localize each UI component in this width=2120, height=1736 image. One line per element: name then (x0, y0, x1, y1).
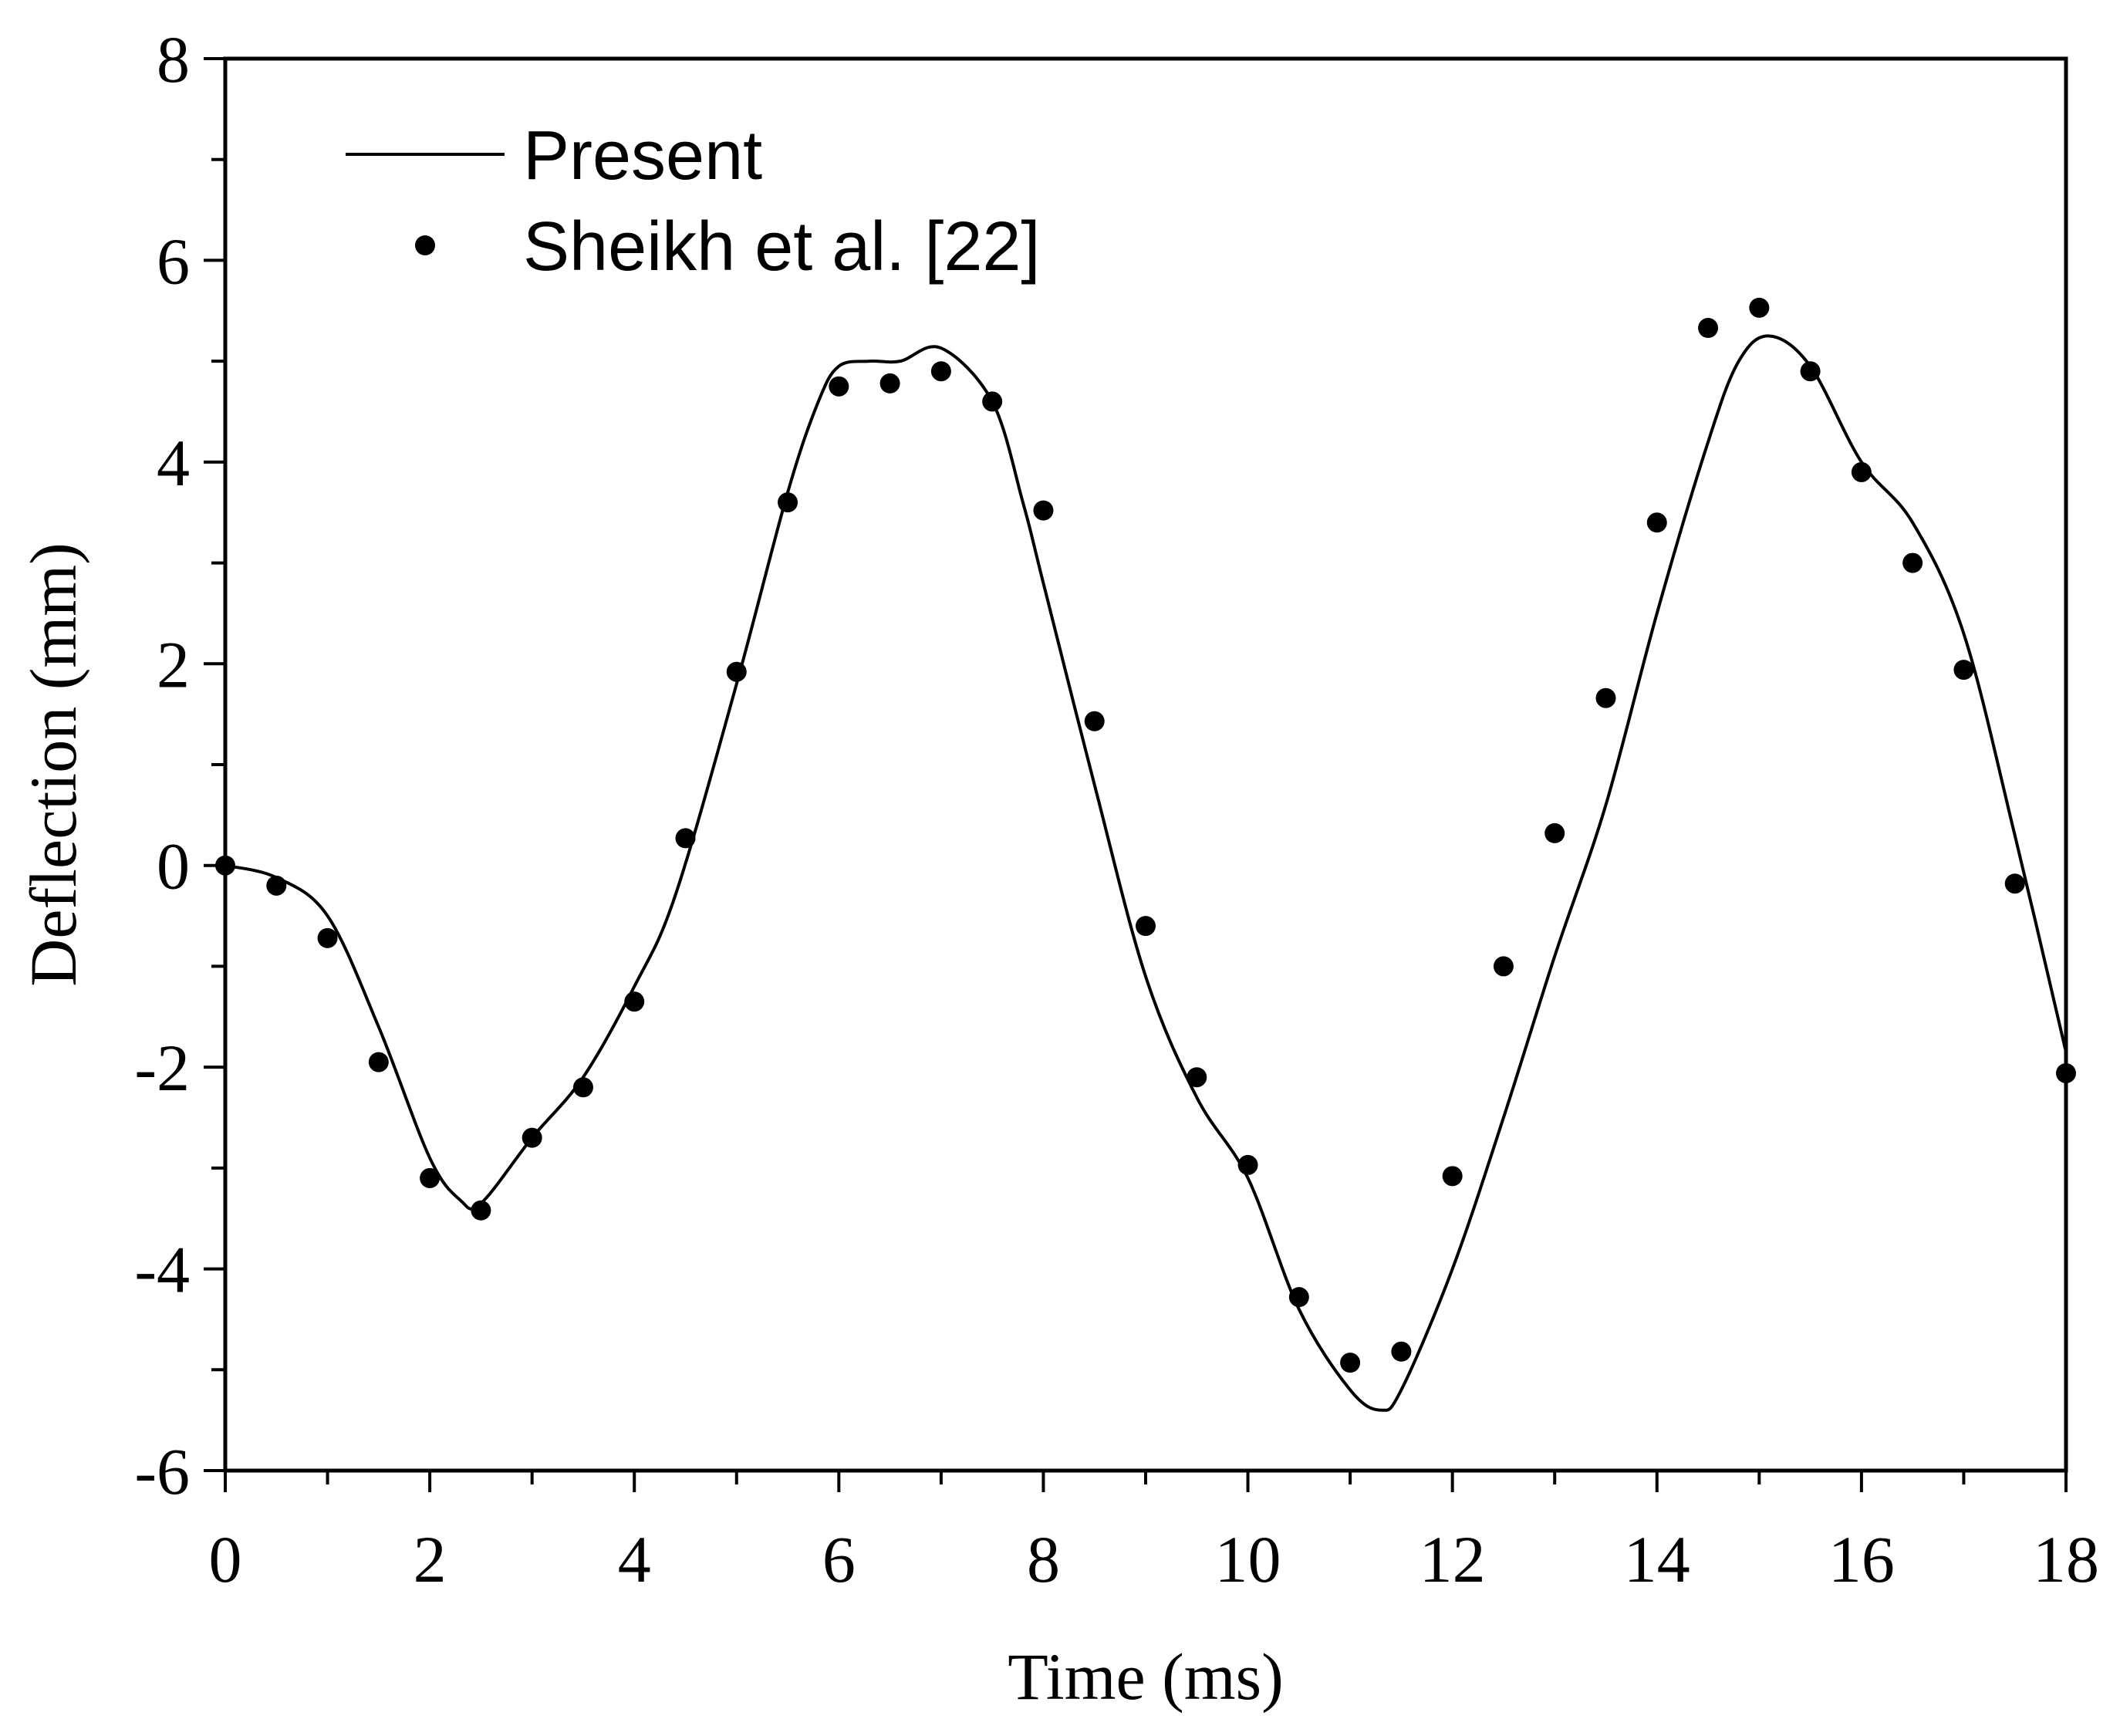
y-tick-label: 4 (157, 426, 190, 500)
data-point-sheikh (1136, 916, 1156, 937)
y-tick-label: -4 (134, 1233, 190, 1307)
series-layer (224, 334, 2068, 1412)
data-point-sheikh (624, 991, 645, 1012)
data-point-sheikh (982, 391, 1003, 412)
y-axis-ticks (204, 57, 225, 1472)
x-tick-label: 14 (1624, 1522, 1690, 1596)
data-point-sheikh (726, 661, 747, 682)
y-tick-label: 2 (157, 627, 190, 701)
data-point-sheikh (1902, 552, 1923, 573)
data-point-sheikh (266, 875, 287, 896)
x-tick-label: 12 (1420, 1522, 1486, 1596)
data-point-sheikh (1493, 956, 1514, 977)
y-axis-tick-labels: -6 -4 -2 0 2 4 6 8 (134, 22, 190, 1508)
data-point-sheikh (675, 828, 696, 849)
data-point-sheikh (1544, 822, 1565, 843)
data-point-sheikh (930, 361, 951, 382)
y-tick-label: -6 (134, 1434, 190, 1508)
x-tick-label: 4 (618, 1522, 651, 1596)
data-point-sheikh (1288, 1287, 1309, 1308)
data-point-sheikh (1851, 461, 1872, 482)
data-point-sheikh (829, 376, 849, 397)
y-axis-title: Deflection (mm) (16, 542, 90, 987)
x-axis-tick-labels: 0 2 4 6 8 10 12 14 16 18 (209, 1522, 2100, 1596)
x-tick-label: 8 (1027, 1522, 1060, 1596)
data-point-sheikh (1953, 660, 1974, 681)
data-point-sheikh (1340, 1353, 1361, 1373)
data-point-sheikh (879, 373, 900, 393)
legend: Present Sheikh et al. [22] (346, 117, 1040, 285)
data-point-sheikh (1442, 1166, 1463, 1187)
y-tick-label: 8 (157, 22, 190, 96)
y-tick-label: -2 (134, 1031, 190, 1105)
data-point-sheikh (1595, 687, 1616, 708)
data-point-sheikh (1237, 1154, 1258, 1175)
data-point-sheikh (1391, 1341, 1412, 1362)
data-point-sheikh (2004, 873, 2025, 894)
data-point-sheikh (1800, 361, 1821, 382)
data-point-sheikh (1187, 1067, 1207, 1088)
x-tick-label: 18 (2033, 1522, 2099, 1596)
legend-label-sheikh: Sheikh et al. [22] (523, 208, 1040, 285)
x-axis-ticks (224, 1471, 2068, 1492)
legend-marker-swatch (415, 235, 435, 255)
y-tick-label: 6 (157, 224, 190, 298)
legend-label-present: Present (523, 117, 762, 194)
data-point-sheikh (1646, 512, 1667, 533)
data-point-sheikh (1033, 500, 1054, 521)
data-point-sheikh (471, 1200, 491, 1221)
x-tick-label: 2 (414, 1522, 447, 1596)
data-point-sheikh (420, 1167, 441, 1188)
data-point-sheikh (317, 927, 338, 948)
x-tick-label: 6 (822, 1522, 856, 1596)
series-line-present (224, 334, 2068, 1412)
data-point-sheikh (1698, 318, 1719, 339)
data-point-sheikh (572, 1077, 593, 1098)
data-point-sheikh (215, 855, 235, 876)
data-point-sheikh (2056, 1062, 2076, 1083)
data-point-sheikh (1749, 297, 1770, 318)
data-point-sheikh (522, 1127, 542, 1148)
marker-layer (215, 297, 2076, 1373)
x-axis-title: Time (ms) (1008, 1640, 1284, 1714)
data-point-sheikh (368, 1052, 389, 1072)
plot-frame (223, 56, 2068, 1473)
data-point-sheikh (778, 492, 798, 513)
x-tick-label: 16 (1828, 1522, 1895, 1596)
data-point-sheikh (1084, 711, 1105, 731)
y-tick-label: 0 (157, 829, 190, 903)
x-tick-label: 0 (209, 1522, 242, 1596)
x-tick-label: 10 (1215, 1522, 1281, 1596)
